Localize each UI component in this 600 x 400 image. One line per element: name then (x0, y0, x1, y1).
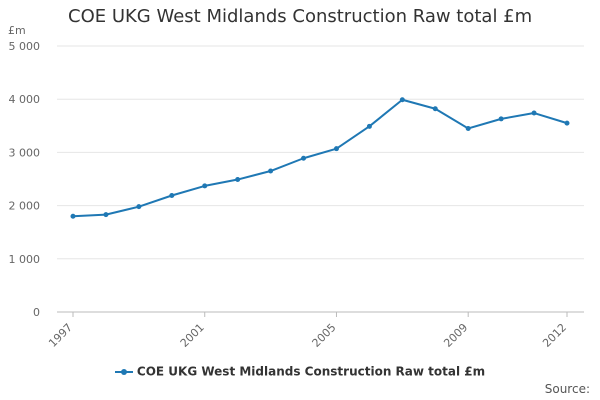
data-point[interactable] (301, 155, 307, 161)
data-point[interactable] (366, 123, 372, 129)
y-tick-label: 3 000 (9, 146, 41, 159)
y-tick-label: 5 000 (9, 40, 41, 53)
legend[interactable]: COE UKG West Midlands Construction Raw t… (0, 364, 600, 379)
x-tick-label: 2012 (540, 321, 569, 350)
data-point[interactable] (564, 120, 570, 126)
data-point[interactable] (103, 212, 109, 218)
legend-label: COE UKG West Midlands Construction Raw t… (136, 364, 486, 379)
data-point[interactable] (235, 177, 241, 183)
source-label: Source: (544, 382, 590, 396)
series-line (72, 98, 568, 218)
data-point[interactable] (70, 213, 76, 219)
y-tick-label: 1 000 (9, 253, 41, 266)
series-layer (70, 97, 570, 219)
data-point[interactable] (531, 110, 537, 116)
data-point[interactable] (202, 183, 208, 189)
y-axis: 0 1 000 2 000 3 000 4 000 5 000 (9, 40, 41, 319)
y-axis-unit-label: £m (8, 24, 26, 37)
x-axis: 1997 2001 2005 2009 2012 (46, 312, 569, 350)
grid-lines (57, 45, 584, 313)
y-tick-label: 2 000 (9, 200, 41, 213)
data-point[interactable] (498, 116, 504, 122)
x-tick-label: 2001 (178, 321, 207, 350)
legend-line-icon (114, 367, 133, 377)
data-point[interactable] (136, 204, 142, 210)
chart-title: COE UKG West Midlands Construction Raw t… (68, 6, 533, 27)
x-tick-label: 1997 (46, 321, 75, 350)
data-point[interactable] (432, 106, 438, 112)
data-point[interactable] (268, 168, 274, 174)
y-tick-label: 0 (33, 306, 40, 319)
data-point[interactable] (169, 192, 175, 198)
x-tick-label: 2005 (310, 321, 339, 350)
data-point[interactable] (465, 125, 471, 131)
y-tick-label: 4 000 (9, 93, 41, 106)
x-tick-label: 2009 (441, 321, 470, 350)
data-point[interactable] (399, 97, 405, 103)
data-point[interactable] (333, 146, 339, 152)
